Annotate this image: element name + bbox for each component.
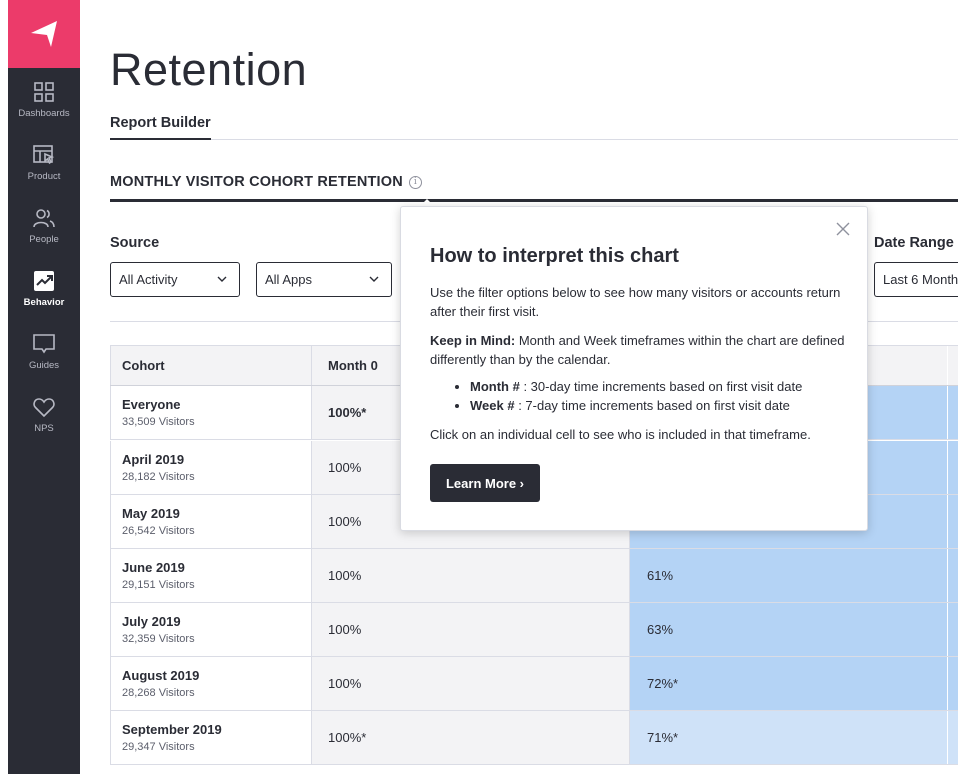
popover-body: Use the filter options below to see how … [430, 283, 850, 454]
table-row: June 2019 29,151 Visitors 100% 61% [110, 549, 958, 603]
apps-select-value: All Apps [265, 272, 312, 287]
behavior-icon [34, 271, 54, 291]
retention-cell[interactable]: 72%* [630, 657, 948, 710]
product-icon [33, 145, 55, 165]
keep-in-mind-label: Keep in Mind: [430, 333, 516, 348]
apps-select[interactable]: All Apps [256, 262, 392, 297]
heart-icon [33, 398, 55, 418]
sidebar-item-guides[interactable]: Guides [8, 320, 80, 383]
table-row: September 2019 29,347 Visitors 100%* 71%… [110, 711, 958, 765]
chart-help-popover: How to interpret this chart Use the filt… [400, 206, 868, 531]
chevron-down-icon [217, 276, 227, 282]
retention-cell[interactable] [948, 386, 958, 439]
popover-definitions: Month # : 30-day time increments based o… [470, 377, 850, 415]
learn-more-button[interactable]: Learn More › [430, 464, 540, 502]
sidebar-item-people[interactable]: People [8, 194, 80, 257]
cohort-name: May 2019 [122, 506, 180, 521]
retention-cell[interactable] [948, 603, 958, 656]
keep-in-mind-text: Month and Week timeframes within the cha… [430, 333, 845, 367]
popover-arrow [419, 199, 435, 207]
definition-text: : 30-day time increments based on first … [519, 379, 803, 394]
column-header-cohort[interactable]: Cohort [110, 346, 312, 385]
sidebar-item-dashboards[interactable]: Dashboards [8, 68, 80, 131]
retention-cell[interactable]: 71%* [630, 711, 948, 764]
list-item: Week # : 7-day time increments based on … [470, 396, 850, 415]
tab-bar: Report Builder [110, 114, 958, 140]
cohort-cell: July 2019 32,359 Visitors [110, 603, 312, 656]
tab-report-builder[interactable]: Report Builder [110, 114, 211, 140]
date-range-select[interactable]: Last 6 Month [874, 262, 958, 297]
cohort-cell: May 2019 26,542 Visitors [110, 495, 312, 548]
retention-cell[interactable] [948, 441, 958, 494]
cohort-cell: April 2019 28,182 Visitors [110, 441, 312, 494]
close-icon[interactable] [835, 221, 851, 237]
sidebar-item-label: Dashboards [18, 108, 70, 119]
retention-cell[interactable]: 100% [312, 657, 630, 710]
app-logo[interactable] [8, 0, 80, 68]
cohort-name: July 2019 [122, 614, 181, 629]
cohort-visitors: 32,359 Visitors [122, 633, 195, 645]
source-select-value: All Activity [119, 272, 178, 287]
cohort-cell: Everyone 33,509 Visitors [110, 386, 312, 439]
sidebar-nav: Dashboards Product People Behavior [8, 68, 80, 446]
retention-cell[interactable] [948, 657, 958, 710]
definition-term: Month # [470, 379, 520, 394]
definition-text: : 7-day time increments based on first v… [514, 398, 790, 413]
retention-cell[interactable]: 100% [312, 549, 630, 602]
popover-outro: Click on an individual cell to see who i… [430, 427, 811, 442]
dashboards-icon [34, 82, 54, 102]
cohort-visitors: 28,268 Visitors [122, 687, 195, 699]
sidebar: Dashboards Product People Behavior [8, 0, 80, 774]
sidebar-item-behavior[interactable]: Behavior [8, 257, 80, 320]
section-title-text: MONTHLY VISITOR COHORT RETENTION [110, 174, 403, 190]
sidebar-item-label: NPS [34, 423, 54, 434]
definition-term: Week # [470, 398, 515, 413]
table-row: July 2019 32,359 Visitors 100% 63% [110, 603, 958, 657]
cohort-name: Everyone [122, 397, 181, 412]
sidebar-item-product[interactable]: Product [8, 131, 80, 194]
cohort-visitors: 29,151 Visitors [122, 579, 195, 591]
cohort-name: August 2019 [122, 668, 200, 683]
sidebar-item-label: Product [27, 171, 61, 182]
sidebar-item-label: People [29, 234, 59, 245]
cohort-name: April 2019 [122, 452, 185, 467]
retention-cell[interactable]: 100%* [312, 711, 630, 764]
cohort-cell: September 2019 29,347 Visitors [110, 711, 312, 764]
retention-cell[interactable]: 100% [312, 603, 630, 656]
list-item: Month # : 30-day time increments based o… [470, 377, 850, 396]
cohort-visitors: 28,182 Visitors [122, 471, 195, 483]
info-icon[interactable]: i [408, 175, 422, 189]
cohort-name: June 2019 [122, 560, 185, 575]
cohort-visitors: 29,347 Visitors [122, 741, 195, 753]
popover-title: How to interpret this chart [430, 245, 679, 267]
sidebar-item-label: Guides [28, 360, 60, 371]
logo-icon [31, 21, 57, 47]
table-row: August 2019 28,268 Visitors 100% 72%* [110, 657, 958, 711]
cohort-name: September 2019 [122, 722, 222, 737]
cohort-visitors: 26,542 Visitors [122, 525, 195, 537]
column-header-month-2[interactable] [948, 346, 958, 385]
source-select[interactable]: All Activity [110, 262, 240, 297]
retention-cell[interactable] [948, 711, 958, 764]
retention-cell[interactable]: 63% [630, 603, 948, 656]
popover-intro: Use the filter options below to see how … [430, 285, 841, 319]
cohort-visitors: 33,509 Visitors [122, 416, 195, 428]
source-label: Source [110, 235, 160, 251]
date-range-label: Date Range [874, 235, 954, 251]
popover-keep-in-mind: Keep in Mind: Month and Week timeframes … [430, 331, 850, 369]
retention-cell[interactable]: 61% [630, 549, 948, 602]
retention-cell[interactable] [948, 549, 958, 602]
cohort-cell: June 2019 29,151 Visitors [110, 549, 312, 602]
retention-cell[interactable] [948, 495, 958, 548]
cohort-cell: August 2019 28,268 Visitors [110, 657, 312, 710]
section-divider [110, 199, 958, 202]
date-range-select-value: Last 6 Month [883, 272, 958, 287]
sidebar-item-label: Behavior [23, 297, 65, 308]
section-title: MONTHLY VISITOR COHORT RETENTION i [110, 174, 422, 190]
guides-icon [33, 334, 55, 354]
chevron-down-icon [369, 276, 379, 282]
people-icon [33, 209, 55, 228]
sidebar-item-nps[interactable]: NPS [8, 383, 80, 446]
page-title: Retention [110, 44, 308, 95]
